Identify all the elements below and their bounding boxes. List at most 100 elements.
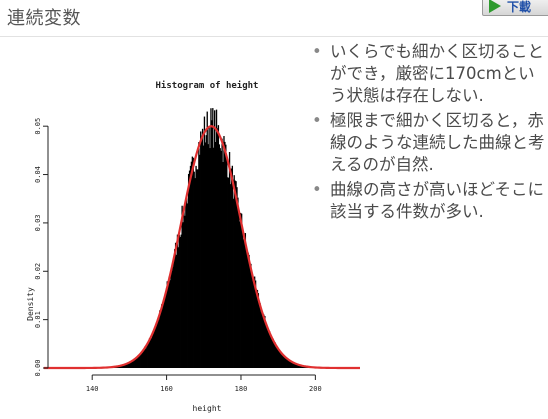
histogram-bar [294, 363, 297, 368]
x-tick-label: 140 [86, 385, 99, 393]
histogram-bar [147, 341, 150, 368]
histogram-bar [213, 147, 215, 368]
bullet-text: 曲線の高さが高いほどそこに該当する件数が多い. [330, 180, 545, 221]
histogram-bar [295, 364, 298, 368]
histogram-bar [285, 357, 287, 368]
histogram-bar [217, 125, 220, 368]
histogram-bar [215, 109, 218, 368]
histogram-bar [135, 357, 138, 368]
histogram-bar [121, 364, 124, 368]
histogram-bar [290, 361, 292, 368]
histogram-bar [274, 342, 276, 368]
histogram-bar [134, 357, 137, 368]
histogram-bar [190, 161, 193, 368]
histogram-bar [143, 350, 145, 368]
histogram-bar [132, 360, 134, 368]
histogram-bar [240, 212, 242, 368]
histogram-bar [293, 362, 296, 368]
histogram-bar [225, 144, 227, 368]
histogram-bar [122, 364, 125, 368]
histogram-bar [227, 177, 229, 368]
histogram-bar [263, 314, 265, 368]
histogram-bar [240, 213, 243, 368]
histogram-bar [201, 128, 204, 368]
histogram-bar [188, 170, 191, 368]
histogram-bar [296, 364, 299, 368]
histogram-bar [280, 352, 282, 368]
histogram-bar [192, 157, 194, 368]
histogram-bar [216, 128, 219, 368]
histogram-bar [275, 347, 277, 368]
histogram-bar [239, 221, 241, 368]
histogram-bar [153, 330, 155, 368]
histogram-bar [227, 177, 230, 368]
histogram-bar [256, 290, 259, 368]
histogram-bar [252, 281, 254, 368]
x-tick-label: 160 [160, 385, 173, 393]
histogram-bar [281, 353, 284, 368]
histogram-bar [241, 230, 244, 368]
title-divider [0, 36, 548, 37]
histogram-bar [200, 131, 202, 368]
histogram-bar [286, 357, 288, 368]
histogram-bar [173, 261, 175, 368]
histogram-bar [187, 173, 190, 368]
histogram-bar [139, 354, 141, 368]
histogram-bar [161, 304, 163, 368]
histogram-bar [149, 338, 152, 368]
histogram-bar [200, 139, 203, 368]
histogram-bar [205, 135, 207, 368]
histogram-bar [168, 276, 170, 368]
histogram-bar [128, 362, 130, 368]
bullet-dot: • [312, 42, 322, 61]
histogram-bar [268, 331, 271, 368]
bullet-item: • 曲線の高さが高いほどそこに該当する件数が多い. [310, 179, 548, 223]
histogram-bar [165, 288, 167, 368]
title-bar: 連続変数 下載 [0, 0, 548, 37]
histogram-bar [161, 303, 164, 368]
histogram-bar [293, 362, 295, 368]
histogram-bar [145, 348, 147, 368]
histogram-bar [159, 310, 161, 368]
histogram-bar [182, 222, 184, 368]
download-button[interactable]: 下載 [482, 0, 548, 16]
density-curve [43, 125, 360, 370]
histogram-bar [175, 254, 178, 368]
histogram-bar [278, 350, 280, 368]
histogram-bar [219, 148, 221, 368]
histogram-bar [277, 347, 279, 368]
histogram-bar [269, 334, 272, 368]
histogram-bar [124, 364, 127, 368]
y-tick-label: 0.03 [34, 214, 42, 231]
histogram-bar [270, 335, 273, 368]
histogram-bar [212, 108, 214, 368]
histogram-bar [155, 326, 157, 368]
chart-title: Histogram of height [156, 80, 259, 91]
histogram-bar [207, 144, 209, 368]
histogram-bar [130, 361, 132, 368]
bullet-text: いくらでも細かく区切ることができ，厳密に170cmという状態は存在しない. [330, 42, 545, 105]
bullet-list: • いくらでも細かく区切ることができ，厳密に170cmという状態は存在しない. •… [310, 41, 548, 226]
histogram-bar [237, 197, 239, 368]
bullet-item: • いくらでも細かく区切ることができ，厳密に170cmという状態は存在しない. [310, 41, 548, 107]
histogram-bar [234, 180, 236, 368]
y-tick-label: 0.05 [34, 118, 42, 135]
histogram-bar [253, 282, 255, 368]
histogram-bar [255, 289, 258, 368]
histogram-bar [174, 242, 177, 368]
bullet-item: • 極限まで細かく区切ると，赤線のような連続した曲線と考えるのが自然. [310, 110, 548, 176]
histogram-bar [287, 358, 289, 368]
histogram-bar [146, 345, 148, 368]
histogram-bar [171, 270, 173, 368]
histogram-bar [273, 342, 275, 368]
histogram-bar [257, 293, 260, 368]
histogram-bar [148, 337, 151, 368]
histogram-bar [251, 273, 253, 368]
bullet-dot: • [312, 111, 322, 130]
histogram-bar [194, 178, 196, 368]
download-label: 下載 [507, 0, 532, 14]
histogram-bar [267, 327, 269, 368]
play-icon [489, 0, 501, 13]
histogram-bar [250, 263, 252, 368]
histogram-bar [179, 236, 181, 368]
